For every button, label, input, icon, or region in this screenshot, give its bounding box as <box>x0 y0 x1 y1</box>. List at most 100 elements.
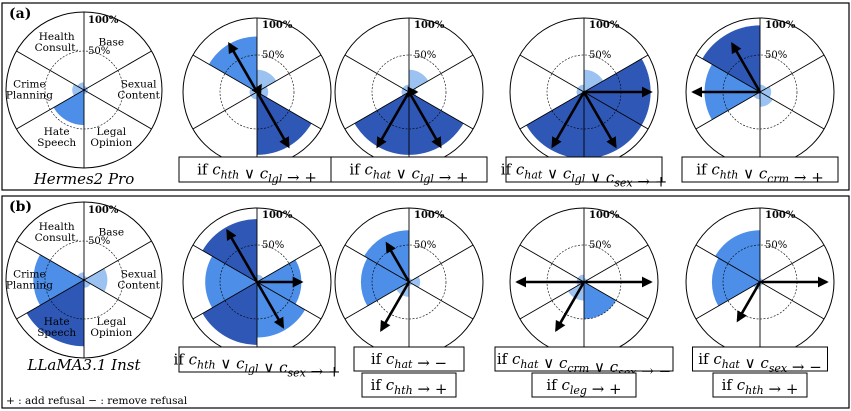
grid-spoke <box>192 54 258 93</box>
grid-spoke <box>408 281 474 320</box>
tick-50: 50% <box>414 240 436 251</box>
grid-spoke <box>583 54 649 93</box>
grid-spoke <box>344 54 410 93</box>
arrow-5 <box>731 42 762 93</box>
arrow-3 <box>736 281 762 323</box>
rule-box <box>353 346 465 372</box>
grid-spoke <box>519 54 585 93</box>
footnote: + : add refusal − : remove refusal <box>6 395 188 407</box>
wedge-0 <box>257 274 264 282</box>
grid-spoke <box>519 244 585 283</box>
model-name: LLaMA3.1 Inst <box>27 356 142 374</box>
category-label: Health Consult. <box>35 221 79 244</box>
tick-50: 50% <box>414 50 436 61</box>
tick-100: 100% <box>589 20 620 31</box>
base-wedge-4 <box>33 254 84 306</box>
grid-half <box>219 54 295 130</box>
category-label: Health Consult. <box>35 31 79 54</box>
category-label: Sexual Content <box>117 79 160 102</box>
wedge-5 <box>577 84 584 92</box>
arrow-5 <box>226 228 259 283</box>
grid-spoke <box>583 244 649 283</box>
base-wedge-1 <box>84 268 108 292</box>
wedge-5 <box>577 274 584 282</box>
arrow-2 <box>407 91 442 149</box>
grid-spoke <box>192 244 258 283</box>
base-tick-100: 100% <box>88 205 119 216</box>
rule-box <box>505 156 663 183</box>
base-tick-50: 50% <box>88 236 110 247</box>
wedge-0 <box>584 69 604 92</box>
grid-half <box>371 54 447 130</box>
wedge-5 <box>702 25 760 93</box>
grid-spoke <box>408 54 474 93</box>
base-spoke <box>16 279 85 320</box>
arrow-5 <box>228 42 259 93</box>
grid-spoke <box>344 244 410 283</box>
category-label: Sexual Content <box>117 269 160 292</box>
rule-box <box>712 372 808 398</box>
arrow-5 <box>385 241 411 283</box>
wedge-3 <box>526 92 584 159</box>
wedge-2 <box>257 92 312 155</box>
base-spoke <box>16 89 85 130</box>
base-spoke <box>83 240 152 281</box>
rule-text: if chth → + <box>722 376 799 398</box>
wedge-3 <box>753 92 760 100</box>
grid-spoke <box>408 244 474 283</box>
rule-box <box>531 372 637 398</box>
arrow-3 <box>380 281 411 332</box>
arrow-3 <box>555 281 586 332</box>
base-wedge-1 <box>84 88 88 92</box>
grid-spoke <box>519 91 585 130</box>
steering-chart-4: 100% 50% if chat ∨ csex → −if chth → + <box>685 207 835 398</box>
grid-spoke <box>408 91 474 130</box>
wedge-4 <box>401 88 409 96</box>
panel-frame <box>1 2 850 191</box>
wedge-5 <box>202 219 257 282</box>
grid-spoke <box>256 244 322 283</box>
grid-spoke <box>695 281 761 320</box>
steering-chart-4: 100% 50% if chth ∨ ccrm → + <box>681 17 839 187</box>
grid-spoke <box>695 244 761 283</box>
arrow-2 <box>582 91 617 149</box>
panel-label: (a) <box>9 6 31 22</box>
wedge-4 <box>205 256 257 308</box>
steering-chart-2: 100% 50% if chat → − if chth → + <box>334 207 484 398</box>
wedge-0 <box>257 69 277 92</box>
tick-50: 50% <box>589 50 611 61</box>
grid-spoke <box>759 244 825 283</box>
rule-box <box>494 346 674 372</box>
grid-spoke <box>192 91 258 130</box>
base-wedge-3 <box>53 90 84 126</box>
grid-spoke <box>344 91 410 130</box>
grid-spoke <box>759 91 825 130</box>
tick-50: 50% <box>262 50 284 61</box>
category-label: Hate Speech <box>37 316 76 339</box>
steering-chart-1: 100% 50% if chth ∨ clgl → + <box>178 17 336 187</box>
base-spoke <box>83 89 152 130</box>
rule-box <box>330 156 488 183</box>
rule-text: if chat ∨ csex → − <box>698 350 822 376</box>
base-tick-50: 50% <box>88 46 110 57</box>
tick-100: 100% <box>262 20 293 31</box>
rule-box <box>361 372 457 398</box>
grid-spoke <box>192 281 258 320</box>
rule-box <box>178 156 336 183</box>
grid-spoke <box>583 281 649 320</box>
wedge-1 <box>409 276 421 288</box>
grid-spoke <box>519 281 585 320</box>
rule-text: if chth ∨ ccrm → + <box>696 161 824 187</box>
category-label: Legal Opinion <box>90 316 132 339</box>
steering-chart-1: 100% 50% if chth ∨ clgl ∨ csex → + <box>173 207 341 381</box>
base-spoke <box>16 50 85 91</box>
base-tick-100: 100% <box>88 15 119 26</box>
wedge-5 <box>715 230 760 282</box>
rule-box <box>681 156 839 183</box>
wedge-1 <box>257 86 269 98</box>
grid-spoke <box>256 281 322 320</box>
tick-50: 50% <box>765 50 787 61</box>
